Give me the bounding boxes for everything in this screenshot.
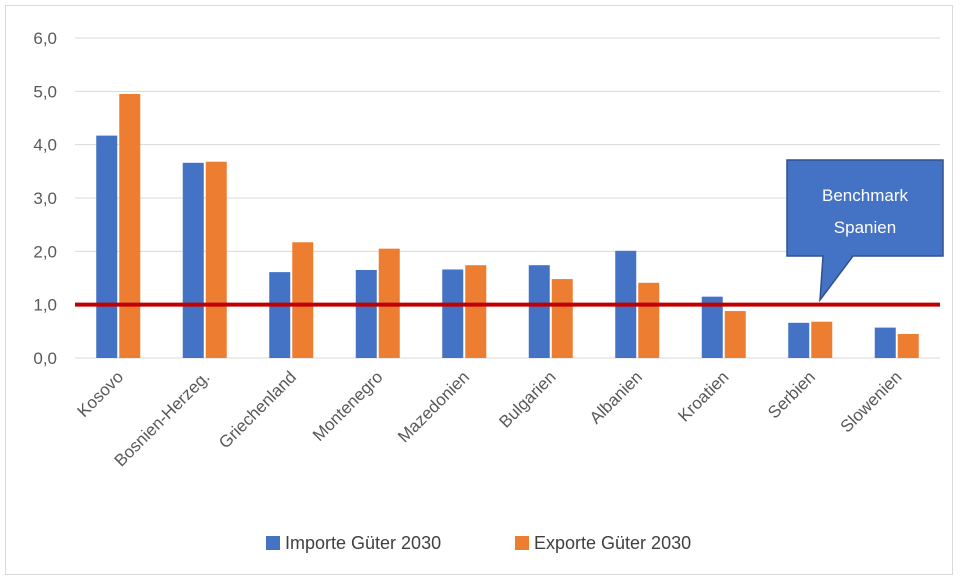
bar-exporte-1: [205, 161, 227, 358]
bar-exporte-8: [811, 321, 833, 358]
legend-label-importe: Importe Güter 2030: [285, 533, 441, 553]
callout-line1: Benchmark: [822, 186, 908, 205]
bar-exporte-2: [292, 242, 314, 358]
category-label: Kosovo: [74, 367, 128, 421]
bar-importe-4: [442, 269, 464, 358]
category-label: Griechenland: [215, 367, 300, 452]
bar-importe-3: [355, 270, 377, 358]
chart-frame: [5, 5, 953, 575]
y-tick-label: 5,0: [33, 82, 57, 101]
y-tick-label: 2,0: [33, 242, 57, 261]
legend: Importe Güter 2030 Exporte Güter 2030: [266, 533, 691, 553]
y-tick-label: 3,0: [33, 189, 57, 208]
bar-exporte-5: [551, 279, 573, 358]
category-label: Montenegro: [309, 367, 387, 445]
legend-label-exporte: Exporte Güter 2030: [534, 533, 691, 553]
y-tick-label: 1,0: [33, 296, 57, 315]
bar-importe-1: [182, 162, 204, 358]
bar-exporte-6: [638, 282, 660, 358]
benchmark-callout: Benchmark Spanien: [786, 159, 944, 303]
category-label: Slowenien: [837, 367, 906, 436]
category-label: Bulgarien: [495, 367, 559, 431]
category-label: Serbien: [764, 367, 819, 422]
bar-importe-0: [96, 135, 118, 358]
bar-importe-8: [788, 322, 810, 358]
y-axis-ticks: 0,0 1,0 2,0 3,0 4,0 5,0 6,0: [33, 29, 57, 368]
bar-importe-9: [874, 327, 896, 358]
bar-importe-2: [269, 272, 291, 358]
bar-exporte-7: [724, 311, 746, 358]
y-tick-label: 0,0: [33, 349, 57, 368]
category-label: Mazedonien: [394, 367, 473, 446]
y-tick-label: 6,0: [33, 29, 57, 48]
category-label: Albanien: [586, 367, 646, 427]
bar-exporte-0: [119, 94, 141, 358]
legend-swatch-importe: [266, 536, 280, 550]
category-label: Kroatien: [674, 367, 732, 425]
bars: [96, 94, 919, 358]
callout-line2: Spanien: [834, 218, 896, 237]
legend-swatch-exporte: [515, 536, 529, 550]
y-tick-label: 4,0: [33, 136, 57, 155]
bar-importe-7: [701, 296, 723, 358]
category-label: Bosnien-Herzeg.: [111, 367, 214, 470]
bar-exporte-4: [465, 265, 487, 358]
bar-importe-5: [528, 265, 550, 358]
callout-shape: [786, 159, 944, 303]
bar-exporte-9: [897, 334, 919, 358]
